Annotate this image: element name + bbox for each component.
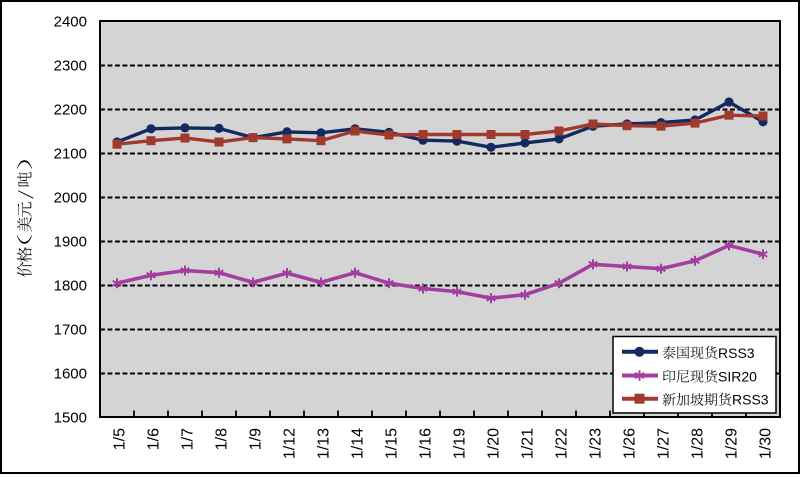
svg-text:1/21: 1/21	[519, 428, 536, 459]
svg-text:1800: 1800	[54, 277, 87, 294]
svg-text:1/6: 1/6	[145, 428, 162, 450]
svg-text:1/28: 1/28	[689, 428, 706, 459]
svg-text:1/29: 1/29	[723, 428, 740, 459]
svg-text:1500: 1500	[54, 409, 87, 426]
svg-text:2100: 2100	[54, 145, 87, 162]
svg-text:1/20: 1/20	[485, 428, 502, 459]
svg-text:1/27: 1/27	[655, 428, 672, 459]
svg-text:1/23: 1/23	[587, 428, 604, 459]
svg-text:1/9: 1/9	[247, 428, 264, 450]
svg-text:1/16: 1/16	[417, 428, 434, 459]
svg-text:1900: 1900	[54, 233, 87, 250]
svg-text:1/19: 1/19	[451, 428, 468, 459]
svg-text:1/7: 1/7	[179, 428, 196, 450]
svg-text:1/15: 1/15	[383, 428, 400, 459]
svg-text:1/22: 1/22	[553, 428, 570, 459]
svg-text:2300: 2300	[54, 57, 87, 74]
svg-text:SIR20: SIR20	[718, 369, 757, 385]
svg-text:1600: 1600	[54, 365, 87, 382]
svg-text:1/8: 1/8	[213, 428, 230, 450]
svg-text:1/14: 1/14	[349, 428, 366, 459]
svg-text:1/13: 1/13	[315, 428, 332, 459]
svg-text:RSS3: RSS3	[718, 345, 755, 361]
svg-text:2400: 2400	[54, 13, 87, 30]
svg-text:1/26: 1/26	[621, 428, 638, 459]
svg-text:2200: 2200	[54, 101, 87, 118]
svg-text:2000: 2000	[54, 189, 87, 206]
svg-text:1700: 1700	[54, 321, 87, 338]
svg-text:1/5: 1/5	[111, 428, 128, 450]
svg-text:1/12: 1/12	[281, 428, 298, 459]
svg-text:1/30: 1/30	[757, 428, 774, 459]
svg-text:RSS3: RSS3	[732, 392, 769, 408]
